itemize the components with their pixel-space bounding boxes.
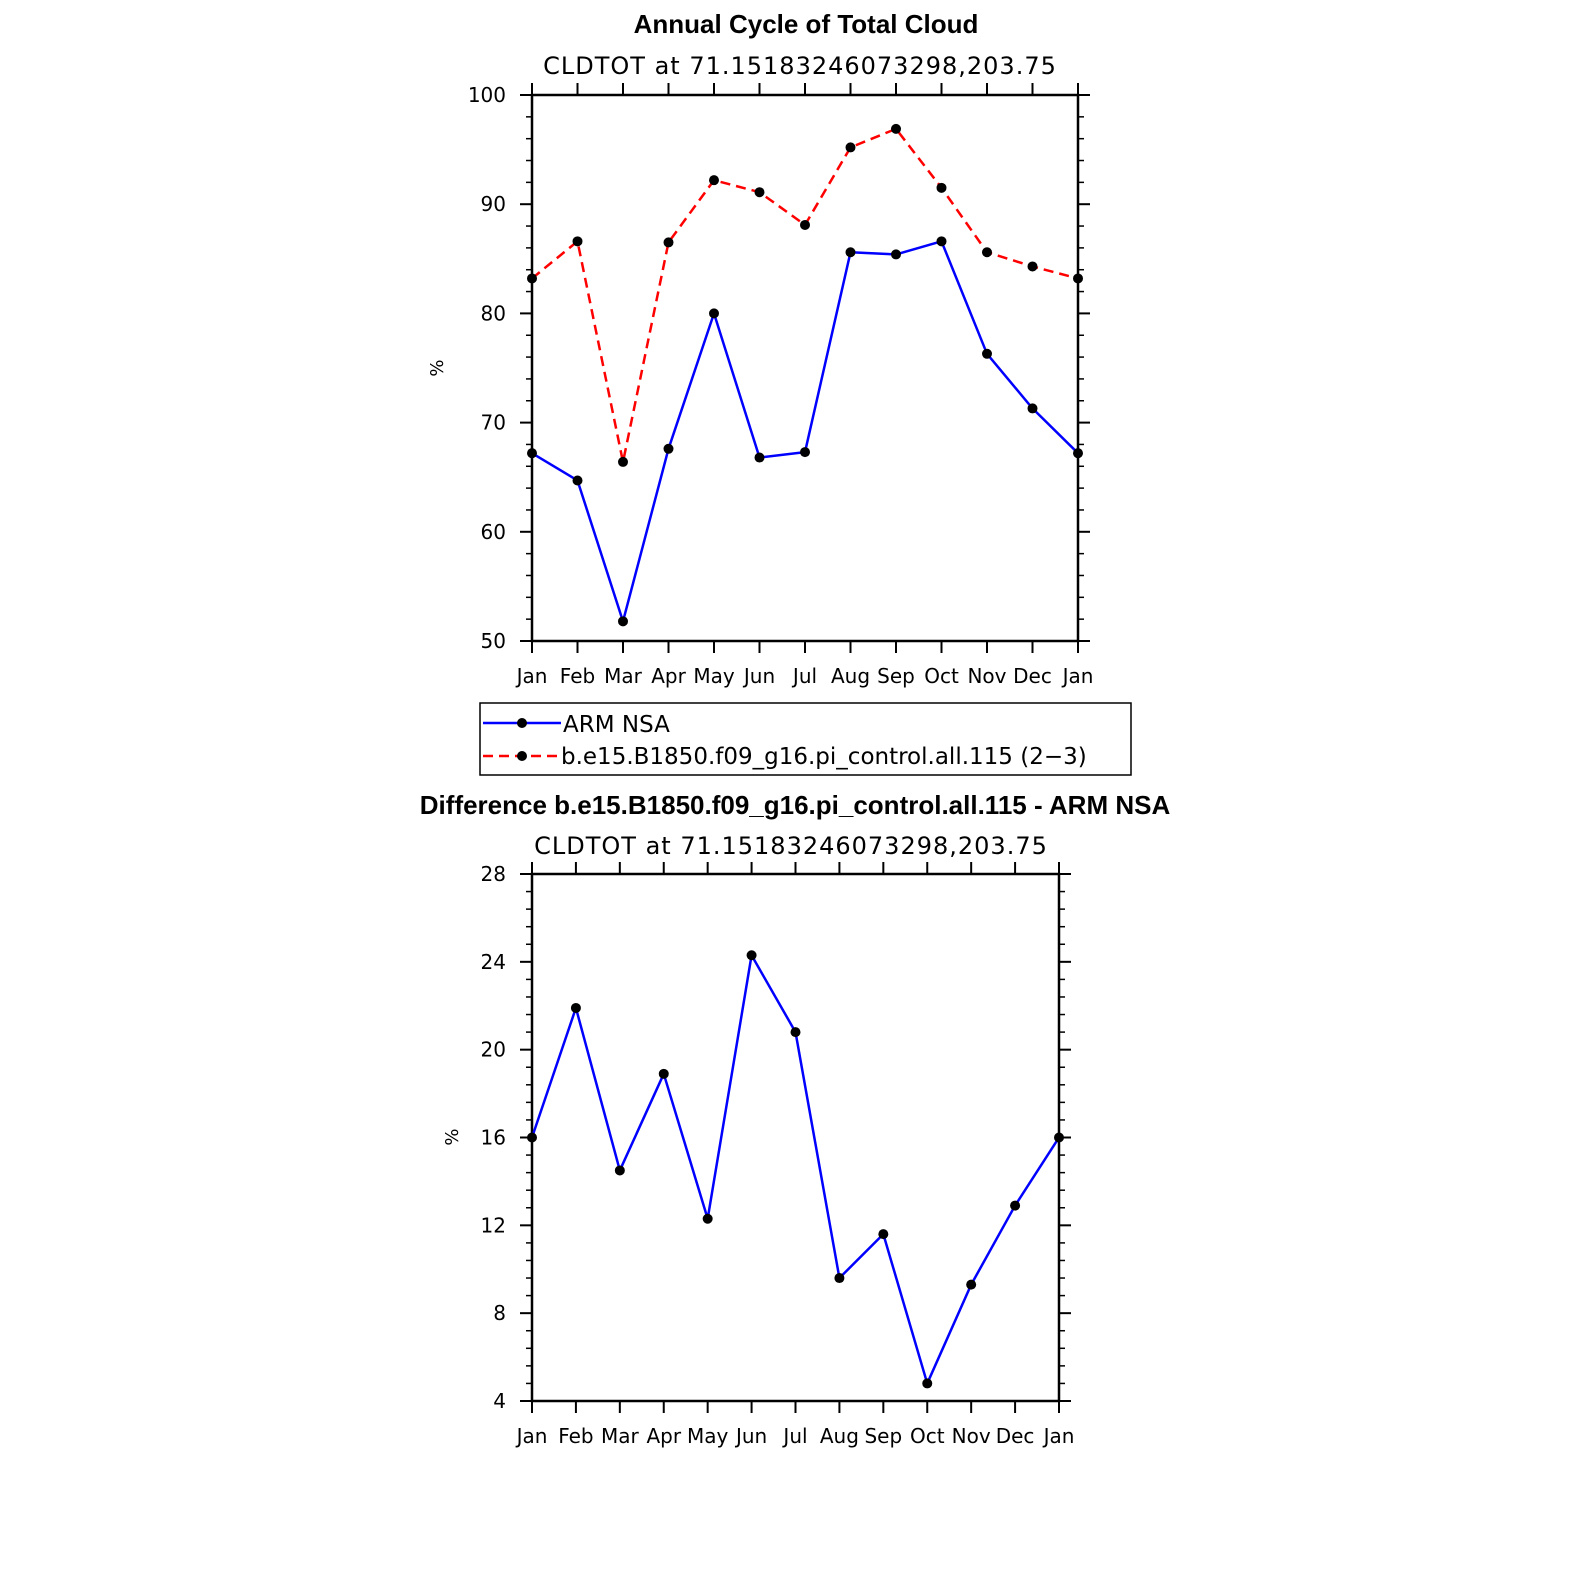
- chart1-xtick-label: May: [693, 664, 735, 688]
- chart1-xtick-label: Apr: [651, 664, 686, 688]
- chart1-plot: Jan Feb Mar Apr May Jun Jul Aug Sep Oct Nov Dec Jan 5…: [468, 83, 1094, 688]
- chart1-xtick-label: Dec: [1013, 664, 1052, 688]
- chart2-xtick-label: Aug: [820, 1424, 859, 1448]
- chart2-plot: Jan Feb Mar Apr May Jun Jul Aug Sep Oct Nov Dec Jan 4…: [481, 862, 1075, 1448]
- chart2-xtick-label: Jul: [781, 1424, 807, 1448]
- chart1-series-0-point: [845, 247, 856, 258]
- legend-label-arm: ARM NSA: [563, 712, 670, 738]
- chart1-series-0-point: [1073, 448, 1083, 459]
- chart1-ytick-label: 80: [481, 301, 506, 325]
- chart1-xtick-label: Aug: [831, 664, 870, 688]
- legend-marker-model: [517, 751, 527, 761]
- chart2-ytick-label: 16: [481, 1126, 506, 1150]
- chart2-ytick-label: 4: [493, 1389, 506, 1413]
- chart2-series-0-point: [746, 950, 757, 961]
- legend-label-model: b.e15.B1850.f09_g16.pi_control.all.115 (…: [561, 744, 1087, 770]
- chart2-series-0-point: [1054, 1132, 1064, 1143]
- chart2-xtick-label: Mar: [601, 1424, 640, 1448]
- chart2-series-0-point: [1010, 1200, 1021, 1211]
- chart1-xtick-label: Oct: [924, 664, 959, 688]
- chart2-xtick-label: Sep: [864, 1424, 902, 1448]
- chart1-series-0-point: [1027, 403, 1038, 414]
- chart2-series-0-point: [527, 1132, 537, 1143]
- chart1-series-1-point: [663, 237, 674, 248]
- chart2-ytick-label: 12: [481, 1213, 506, 1237]
- chart1-series-1-point: [982, 247, 992, 258]
- chart2-ytick-label: 8: [493, 1301, 506, 1325]
- chart1-series-0-line: [531, 240, 1079, 623]
- chart1-series-0-point: [936, 236, 947, 247]
- chart1-series-1-point: [754, 187, 765, 198]
- chart1-ytick-label: 90: [481, 192, 506, 216]
- chart2-series-0-line: [530, 953, 1061, 1385]
- chart1-series-0-point: [800, 447, 810, 458]
- chart2-ytick-label: 24: [481, 950, 506, 974]
- chart2-ytick-label: 28: [481, 862, 506, 886]
- chart1-xtick-label: Feb: [560, 664, 595, 688]
- chart1-ytick-label: 100: [468, 83, 506, 107]
- chart1-xtick-label: Jul: [791, 664, 817, 688]
- chart1-series-1-point: [572, 236, 583, 247]
- chart1-xtick-label: Mar: [604, 664, 643, 688]
- chart2-ylabel: %: [442, 1128, 463, 1145]
- chart1-series-0-point: [663, 443, 674, 454]
- chart2-xtick-label: Apr: [646, 1424, 681, 1448]
- chart1-series-0-point: [754, 452, 765, 463]
- legend-box: [479, 702, 1132, 776]
- chart2-xtick-label: Jan: [1042, 1424, 1075, 1448]
- chart1-series-1-point: [1027, 261, 1038, 272]
- chart2-xtick-label: Oct: [910, 1424, 945, 1448]
- chart1-ylabel: %: [427, 359, 448, 376]
- chart1-series-0-point: [572, 475, 583, 486]
- chart1-series-1-point: [891, 123, 901, 134]
- chart1-xtick-label: Jan: [515, 664, 548, 688]
- chart1-xtick-label: Jun: [742, 664, 775, 688]
- chart1-series-1-point: [618, 456, 628, 467]
- chart2-series-0-point: [702, 1213, 713, 1224]
- chart1-series-1-line: [531, 127, 1079, 464]
- chart2-subtitle: CLDTOT at 71.15183246073298,203.75: [534, 832, 1048, 860]
- chart2-series-0-point: [790, 1027, 801, 1038]
- chart1-series-1-point: [800, 219, 810, 230]
- chart1-series-0-point: [982, 348, 992, 359]
- chart1-series-1-point: [709, 175, 719, 186]
- chart1-series-1-point: [527, 273, 537, 284]
- chart1-series-1-point: [1073, 273, 1083, 284]
- chart1-xtick-label: Nov: [967, 664, 1006, 688]
- chart2-ytick-label: 20: [481, 1038, 506, 1062]
- chart1-series-0-point: [618, 616, 628, 627]
- chart1-series-1-point: [936, 182, 947, 193]
- chart2-series-0-point: [966, 1279, 977, 1290]
- chart2-xtick-label: Dec: [996, 1424, 1035, 1448]
- legend: ARM NSA b.e15.B1850.f09_g16.pi_control.a…: [479, 702, 1132, 776]
- chart2-series-0-point: [878, 1229, 889, 1240]
- chart2-series-0-point: [658, 1068, 669, 1079]
- chart1-xtick-label: Jan: [1061, 664, 1094, 688]
- chart1-xtick-label: Sep: [877, 664, 915, 688]
- chart2-series-0-point: [922, 1378, 933, 1389]
- chart2-title: Difference b.e15.B1850.f09_g16.pi_contro…: [420, 790, 1171, 820]
- chart2-xtick-label: Feb: [558, 1424, 593, 1448]
- chart2-series-0-point: [570, 1002, 581, 1013]
- chart1-title: Annual Cycle of Total Cloud: [634, 9, 979, 39]
- chart2-xtick-label: May: [687, 1424, 729, 1448]
- chart1-series-0-point: [891, 249, 901, 260]
- chart1-ytick-label: 60: [481, 520, 506, 544]
- chart1-series-0-point: [709, 308, 719, 319]
- chart2-series-0-point: [614, 1165, 625, 1176]
- chart2-xtick-label: Jun: [734, 1424, 767, 1448]
- chart2-series-0-point: [834, 1273, 845, 1284]
- chart2-xtick-label: Jan: [515, 1424, 548, 1448]
- chart1-ytick-label: 50: [481, 629, 506, 653]
- chart1-frame: [530, 93, 1080, 643]
- chart1-series-0-point: [527, 448, 537, 459]
- legend-marker-arm: [517, 718, 527, 728]
- chart1-series-1-point: [845, 142, 856, 153]
- chart2-xtick-label: Nov: [952, 1424, 991, 1448]
- chart1-ytick-label: 70: [481, 411, 506, 435]
- chart1-subtitle: CLDTOT at 71.15183246073298,203.75: [543, 52, 1057, 80]
